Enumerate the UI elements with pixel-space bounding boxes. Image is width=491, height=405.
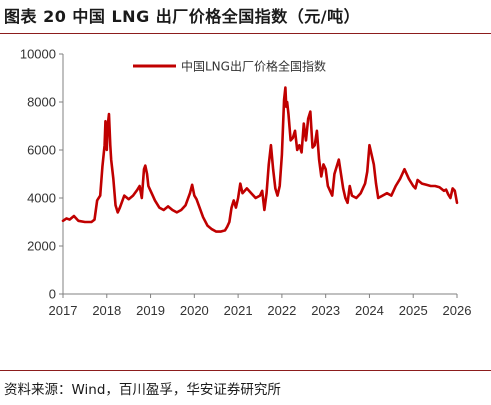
x-tick-label: 2024: [355, 303, 384, 318]
x-tick-label: 2026: [443, 303, 472, 318]
top-rule: [0, 33, 491, 34]
y-tick-label: 8000: [27, 95, 56, 110]
y-tick-label: 0: [49, 287, 56, 302]
y-tick-label: 4000: [27, 191, 56, 206]
y-tick-label: 2000: [27, 239, 56, 254]
y-axis: 0 2000 4000 6000 8000 10000: [20, 47, 64, 302]
x-tick-label: 2017: [49, 303, 78, 318]
y-tick-label: 10000: [20, 47, 56, 62]
legend-label: 中国LNG出厂价格全国指数: [181, 59, 326, 74]
x-tick-label: 2023: [311, 303, 340, 318]
figure-title: 图表 20 中国 LNG 出厂价格全国指数（元/吨）: [4, 7, 361, 26]
x-tick-label: 2022: [267, 303, 296, 318]
x-tick-label: 2018: [92, 303, 121, 318]
x-tick-label: 2019: [136, 303, 165, 318]
source-note: 资料来源：Wind，百川盈孚，华安证券研究所: [4, 382, 281, 398]
x-tick-label: 2025: [399, 303, 428, 318]
legend: 中国LNG出厂价格全国指数: [133, 59, 326, 74]
x-axis: 2017 2018 2019 2020 2021 2022 2023 2024 2025 2026: [49, 293, 472, 318]
bottom-rule: [0, 370, 491, 371]
series-line: [61, 86, 459, 233]
x-tick-label: 2020: [180, 303, 209, 318]
x-tick-label: 2021: [224, 303, 253, 318]
series-layer: [61, 86, 459, 233]
y-tick-label: 6000: [27, 143, 56, 158]
